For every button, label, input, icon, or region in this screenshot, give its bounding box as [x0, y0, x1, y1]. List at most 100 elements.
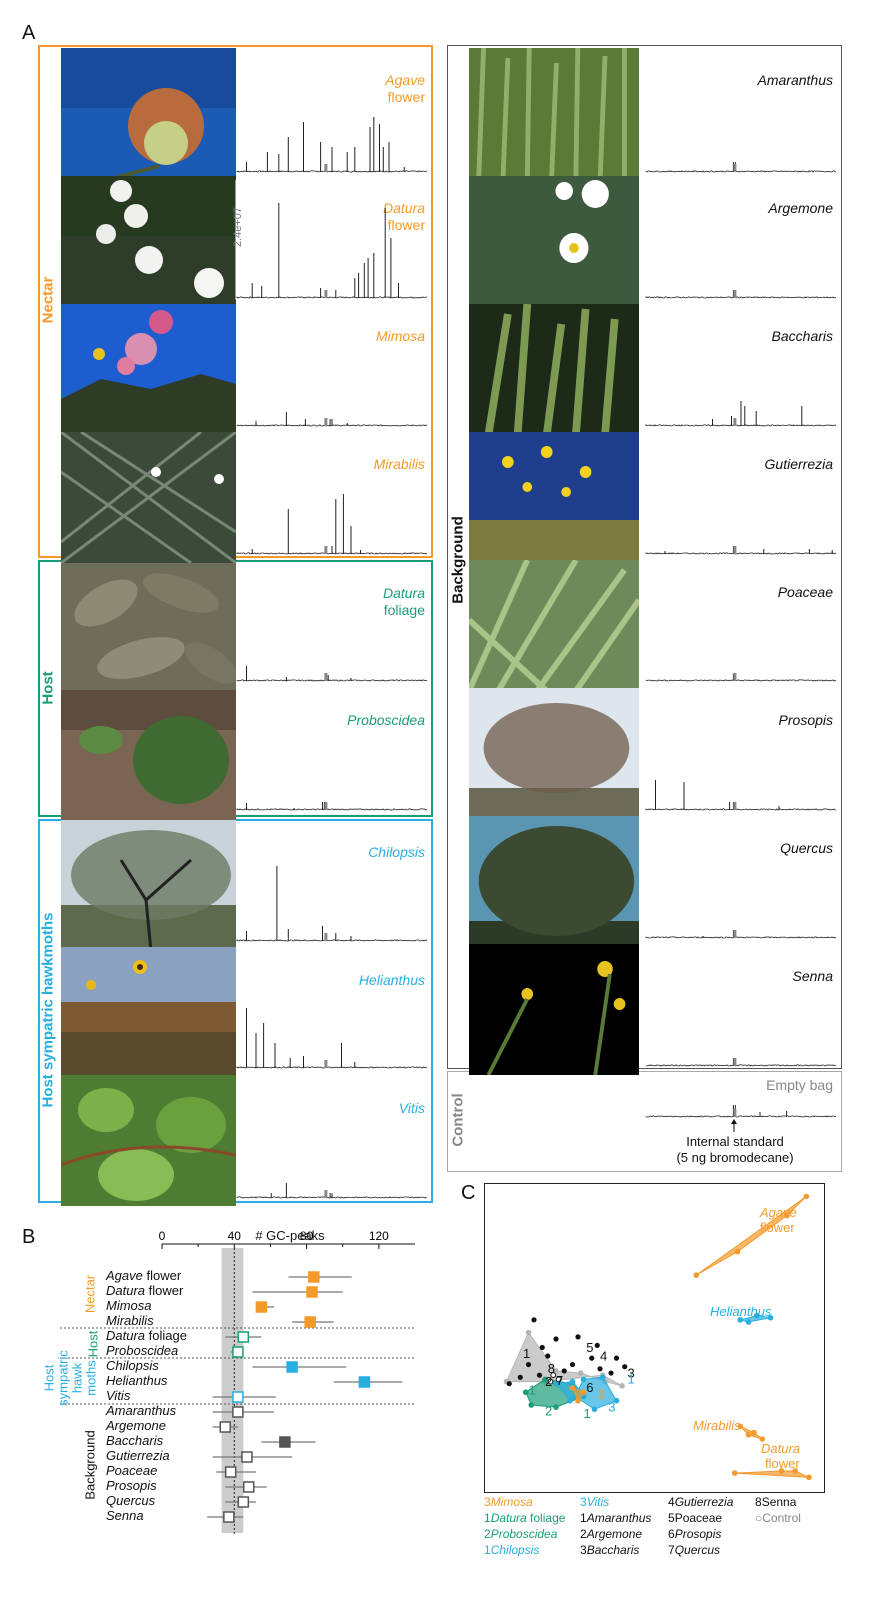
c-legend-number: ○ — [755, 1511, 763, 1525]
datura-flower-cluster-hull — [734, 1470, 810, 1478]
b-mean-marker — [241, 1451, 253, 1463]
datura-flower-cluster-point — [792, 1468, 799, 1474]
chromatogram-baseline — [645, 552, 837, 555]
background-point — [531, 1317, 537, 1323]
chilopsis-cluster-point — [599, 1374, 606, 1381]
b-mean-marker — [219, 1421, 231, 1433]
c-legend-number: 6 — [668, 1527, 675, 1541]
background-frame — [447, 45, 842, 1069]
c-point-number: 6 — [586, 1380, 593, 1395]
gc-peaks-title: # GC-peaks — [255, 1228, 325, 1243]
c-point-number: 3 — [597, 1387, 604, 1402]
b-row-label: Mimosa — [106, 1298, 152, 1313]
sample-label-datura-foliage: Datura foliage — [382, 585, 425, 618]
b-row-label: Mirabilis — [106, 1313, 154, 1328]
c-point-number: 8 — [548, 1361, 555, 1376]
datura-flower-cluster-point — [778, 1468, 785, 1474]
internal-standard-peak — [733, 546, 737, 554]
b-row-label-name: Vitis — [106, 1388, 131, 1403]
c-legend-item: 7Quercus — [668, 1543, 720, 1557]
c-legend-number: 3 — [580, 1495, 587, 1509]
c-legend-name: Amaranthus — [586, 1511, 652, 1525]
b-row-label: Poaceae — [106, 1463, 157, 1478]
helianthus-cluster-point — [753, 1312, 760, 1319]
chilopsis-cluster-point — [591, 1406, 598, 1413]
chromatogram-baseline — [645, 296, 837, 299]
b-row-label-name: Helianthus — [106, 1373, 168, 1388]
b-row-label: Quercus — [106, 1493, 155, 1508]
sample-label-prosopis: Prosopis — [778, 712, 833, 728]
b-row-label: Amaranthus — [106, 1403, 176, 1418]
b-row-label-name: Poaceae — [106, 1463, 158, 1478]
sample-label-quercus: Quercus — [780, 840, 833, 856]
internal-standard-peak — [733, 673, 737, 681]
photo-argemone — [469, 176, 639, 307]
chromatogram-trace — [645, 162, 837, 173]
internal-standard-peak — [324, 418, 328, 426]
c-point-number: 7 — [556, 1373, 563, 1388]
photo-prosopis — [469, 688, 639, 819]
sample-label-agave: Agave flower — [385, 72, 425, 105]
chromatogram-baseline — [645, 170, 837, 173]
b-row-label: Prosopis — [106, 1478, 157, 1493]
c-legend-name: Argemone — [586, 1527, 643, 1541]
photo-agave — [61, 48, 236, 179]
b-row-label: Senna — [106, 1508, 144, 1523]
background-cluster-point — [619, 1383, 625, 1389]
b-mean-marker — [232, 1346, 244, 1358]
background-point — [545, 1353, 551, 1359]
c-legend-number: 5 — [668, 1511, 675, 1525]
chromatogram-trace — [236, 117, 428, 173]
b-mean-marker — [237, 1496, 250, 1508]
b-row-label: Chilopsis — [106, 1358, 159, 1373]
chilopsis-cluster-point — [613, 1397, 620, 1404]
sample-label-datura-flower: Datura flower — [382, 200, 425, 233]
internal-standard-peak — [733, 418, 737, 426]
panel-a-letter: A — [22, 22, 36, 44]
internal-standard-peak — [733, 290, 737, 298]
host-cluster-point — [553, 1404, 559, 1410]
photo-datura-foliage — [61, 563, 236, 694]
background-point — [506, 1381, 512, 1387]
mirabilis-cluster — [737, 1423, 766, 1442]
b-row-label: Argemone — [106, 1418, 166, 1433]
scale-bar — [235, 180, 236, 300]
b-mean-marker — [237, 1331, 250, 1343]
agave-cluster-point — [784, 1212, 790, 1219]
c-legend-item: 4Gutierrezia — [668, 1495, 733, 1509]
background-point — [561, 1368, 567, 1374]
internal-standard-peak — [324, 164, 328, 172]
b-mean-marker — [232, 1406, 244, 1418]
c-legend-suffix: foliage — [526, 1511, 566, 1525]
c-legend-item: 5Poaceae — [668, 1511, 722, 1525]
c-legend-name: Datura — [490, 1511, 527, 1525]
c-legend-item: 2Argemone — [580, 1527, 642, 1541]
c-legend-number: 1 — [484, 1511, 491, 1525]
photo-datura-flower — [61, 176, 236, 307]
panel-c-box — [484, 1183, 825, 1493]
sample-label-argemone: Argemone — [768, 200, 833, 216]
background-point — [569, 1361, 576, 1368]
b-row-label-name: Quercus — [106, 1493, 156, 1508]
internal-standard-peak — [733, 164, 737, 172]
host-cluster-point — [528, 1402, 535, 1408]
c-legend-item: ○Control — [755, 1511, 801, 1525]
b-row-label: Vitis — [106, 1388, 130, 1403]
chromatogram-trace — [236, 1183, 428, 1199]
c-legend-name: Poaceae — [674, 1511, 723, 1525]
b-row-label-name: Datura — [106, 1283, 146, 1298]
internal-standard-peak — [324, 546, 328, 554]
internal-standard-label: Internal standard — [686, 1134, 784, 1149]
c-legend-item: 6Prosopis — [668, 1527, 721, 1541]
chromatogram-baseline — [236, 808, 428, 811]
helianthus-cluster — [737, 1312, 774, 1325]
c-legend-name: Chilopsis — [490, 1543, 540, 1557]
c-legend-item: 1Chilopsis — [484, 1543, 539, 1557]
mimosa-cluster-point — [580, 1389, 587, 1396]
c-label-agave-2: flower — [760, 1220, 795, 1235]
sample-label-helianthus: Helianthus — [358, 972, 425, 988]
c-legend-number: 2 — [484, 1527, 491, 1541]
